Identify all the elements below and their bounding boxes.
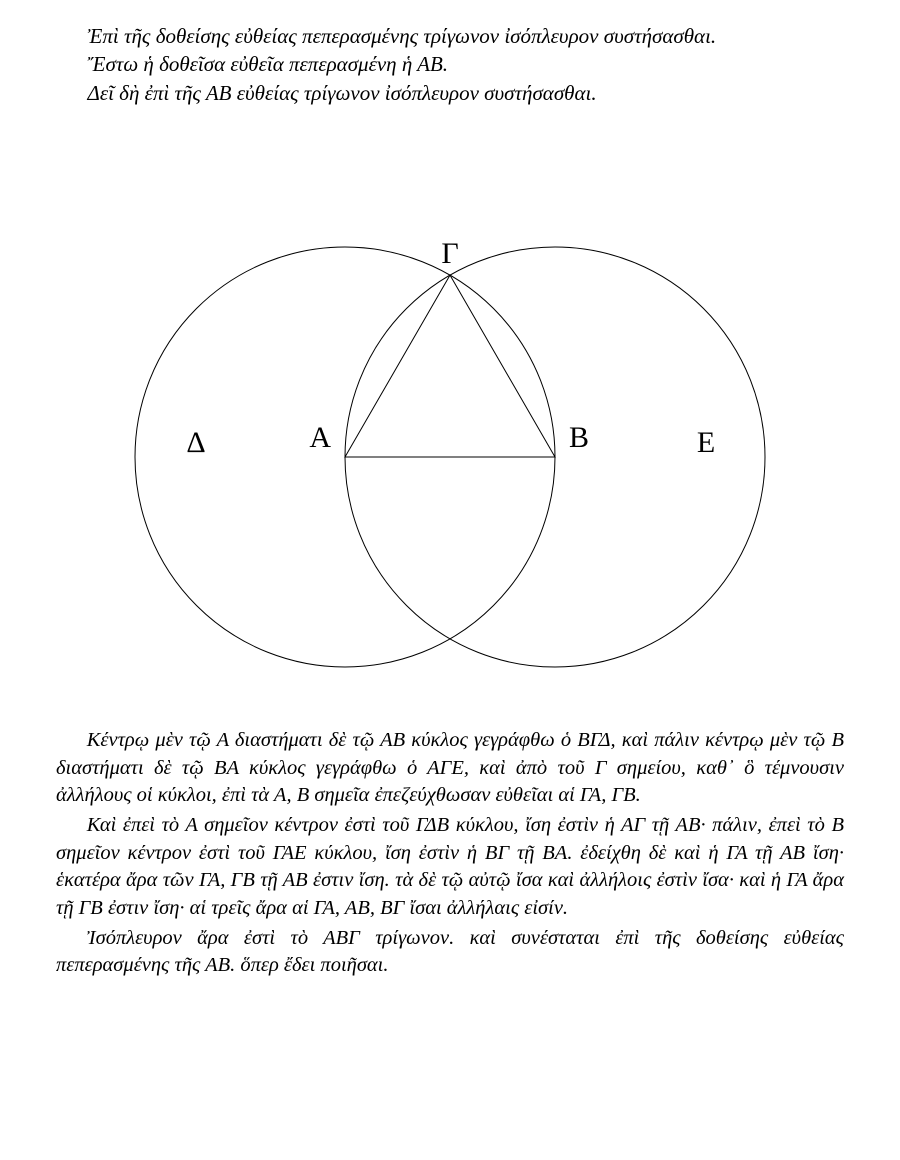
proposition-header: Ἐπὶ τῆς δοθείσης εὐθείας πεπερασμένης τρ… xyxy=(56,0,844,107)
proposition-statement: Ἐπὶ τῆς δοθείσης εὐθείας πεπερασμένης τρ… xyxy=(56,22,844,50)
triangle-abg xyxy=(345,275,555,457)
proof-p2: Καὶ ἐπεὶ τὸ Α σημεῖον κέντρον ἐστὶ τοῦ Γ… xyxy=(56,812,844,923)
label-delta: Δ xyxy=(186,426,205,459)
figure-container: Γ Α Β Δ Ε xyxy=(56,107,844,727)
label-b: Β xyxy=(569,421,589,454)
proof-p1: Κέντρῳ μὲν τῷ Α διαστήματι δὲ τῷ ΑΒ κύκλ… xyxy=(56,727,844,810)
goal-statement: Δεῖ δὴ ἐπὶ τῆς ΑΒ εὐθείας τρίγωνον ἰσόπλ… xyxy=(56,79,844,107)
label-a: Α xyxy=(309,421,331,454)
given-statement: Ἔστω ἡ δοθεῖσα εὐθεῖα πεπερασμένη ἡ ΑΒ. xyxy=(56,50,844,78)
proof-text: Κέντρῳ μὲν τῷ Α διαστήματι δὲ τῷ ΑΒ κύκλ… xyxy=(56,727,844,980)
label-gamma: Γ xyxy=(441,237,458,270)
proof-p3: Ἰσόπλευρον ἄρα ἐστὶ τὸ ΑΒΓ τρίγωνον. καὶ… xyxy=(56,925,844,980)
page: Ἐπὶ τῆς δοθείσης εὐθείας πεπερασμένης τρ… xyxy=(0,0,900,1160)
euclid-diagram: Γ Α Β Δ Ε xyxy=(56,107,844,727)
label-epsilon: Ε xyxy=(697,426,715,459)
